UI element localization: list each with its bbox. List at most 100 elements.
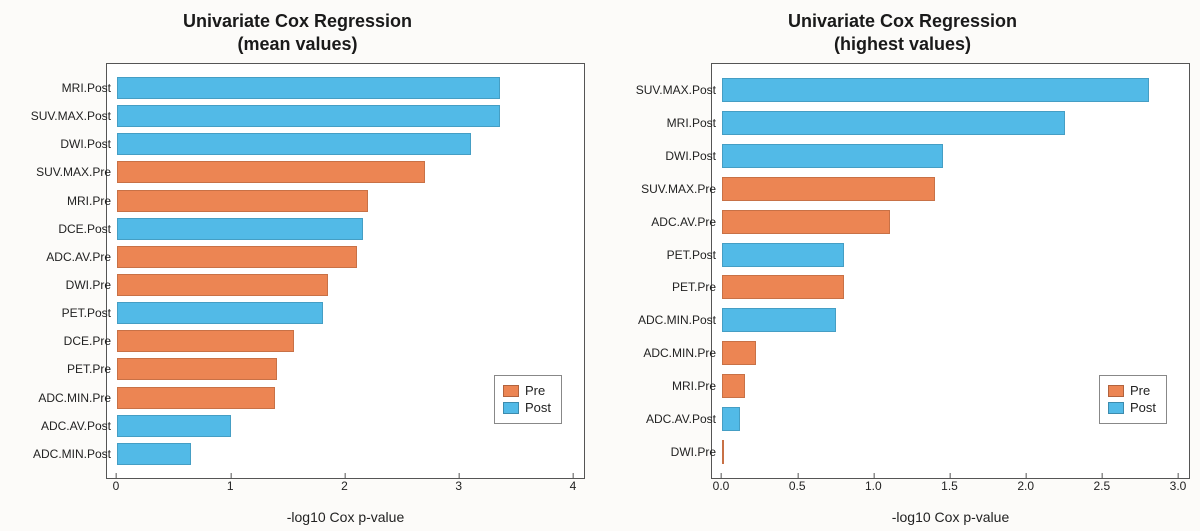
xaxis-tick: 0.0 bbox=[713, 479, 730, 493]
plot-stack: MRI.PostSUV.MAX.PostDWI.PostSUV.MAX.PreM… bbox=[106, 63, 585, 525]
bar-fill bbox=[722, 243, 844, 267]
bar-fill bbox=[722, 308, 836, 332]
bar-row: MRI.Post bbox=[117, 77, 574, 99]
plot-area: SUV.MAX.Post MRI.Post DWI.Post SUV.MAX.Pre A… bbox=[711, 63, 1190, 479]
bar-fill bbox=[722, 341, 756, 365]
bar-row: SUV.MAX.Post bbox=[722, 78, 1179, 102]
bar-row: SUV.MAX.Pre bbox=[722, 177, 1179, 201]
bar-row: DWI.Pre bbox=[117, 274, 574, 296]
bar-label: MRI.Post bbox=[667, 116, 716, 130]
legend-row-pre: Pre bbox=[503, 382, 551, 400]
bar-fill bbox=[117, 302, 323, 324]
bar-label: PET.Post bbox=[667, 248, 716, 262]
panel-highest: Univariate Cox Regression (highest value… bbox=[615, 6, 1190, 525]
plot-row: MRI.Post SUV.MAX.Post DWI.Post SUV.MAX.Pre M… bbox=[10, 63, 585, 525]
bar-label: SUV.MAX.Pre bbox=[36, 165, 111, 179]
bar-label: MRI.Post bbox=[62, 81, 111, 95]
bar-fill bbox=[117, 387, 275, 409]
bar-row: PET.Pre bbox=[722, 275, 1179, 299]
panel-mean: Univariate Cox Regression (mean values) … bbox=[10, 6, 585, 525]
xaxis-tick: 3 bbox=[455, 479, 462, 493]
bar-fill bbox=[117, 246, 357, 268]
bar-label: ADC.MIN.Post bbox=[33, 447, 111, 461]
legend-label-post: Post bbox=[525, 399, 551, 417]
panel-title: Univariate Cox Regression (mean values) bbox=[10, 6, 585, 63]
bar-label: ADC.AV.Pre bbox=[651, 215, 716, 229]
xaxis-tick: 2.5 bbox=[1093, 479, 1110, 493]
legend-row-post: Post bbox=[503, 399, 551, 417]
bar-row: DCE.Post bbox=[117, 218, 574, 240]
bar-row: SUV.MAX.Post bbox=[117, 105, 574, 127]
bar-fill bbox=[117, 161, 425, 183]
bar-fill bbox=[722, 210, 890, 234]
bar-label: DWI.Post bbox=[60, 137, 111, 151]
legend-swatch-post bbox=[1108, 402, 1124, 414]
bar-fill bbox=[117, 105, 500, 127]
xaxis-tick: 2.0 bbox=[1017, 479, 1034, 493]
bar-row: MRI.Post bbox=[722, 111, 1179, 135]
bar-label: MRI.Pre bbox=[672, 379, 716, 393]
xaxis-tick: 3.0 bbox=[1170, 479, 1187, 493]
plot-row: SUV.MAX.Post MRI.Post DWI.Post SUV.MAX.Pre A… bbox=[615, 63, 1190, 525]
bar-row: MRI.Pre bbox=[117, 190, 574, 212]
bar-fill bbox=[722, 177, 935, 201]
bar-fill bbox=[117, 415, 231, 437]
xaxis-tick: 0 bbox=[113, 479, 120, 493]
bar-row: ADC.MIN.Pre bbox=[722, 341, 1179, 365]
bar-row: DWI.Post bbox=[117, 133, 574, 155]
bar-label: ADC.AV.Post bbox=[646, 412, 716, 426]
bar-label: DWI.Pre bbox=[66, 278, 111, 292]
figure: Univariate Cox Regression (mean values) … bbox=[0, 0, 1200, 531]
bar-fill bbox=[117, 358, 277, 380]
legend-label-pre: Pre bbox=[1130, 382, 1150, 400]
legend-row-pre: Pre bbox=[1108, 382, 1156, 400]
bar-fill bbox=[117, 133, 471, 155]
xaxis-tick: 1 bbox=[227, 479, 234, 493]
bar-fill bbox=[722, 144, 943, 168]
bar-fill bbox=[117, 330, 294, 352]
plot-stack: SUV.MAX.Post MRI.Post DWI.Post SUV.MAX.Pre A… bbox=[711, 63, 1190, 525]
bar-label: SUV.MAX.Pre bbox=[641, 182, 716, 196]
bar-row: DWI.Pre bbox=[722, 440, 1179, 464]
bar-label: DCE.Pre bbox=[64, 334, 111, 348]
xaxis: 01234 bbox=[106, 479, 585, 505]
bar-fill bbox=[722, 111, 1065, 135]
legend-swatch-pre bbox=[503, 385, 519, 397]
legend-label-pre: Pre bbox=[525, 382, 545, 400]
bar-fill bbox=[722, 440, 724, 464]
xaxis: 0.00.51.01.52.02.53.0 bbox=[711, 479, 1190, 505]
legend-label-post: Post bbox=[1130, 399, 1156, 417]
xaxis-tick: 1.5 bbox=[941, 479, 958, 493]
legend-row-post: Post bbox=[1108, 399, 1156, 417]
bar-label: SUV.MAX.Post bbox=[636, 83, 716, 97]
bar-row: ADC.MIN.Post bbox=[722, 308, 1179, 332]
bar-row: ADC.AV.Pre bbox=[117, 246, 574, 268]
bar-fill bbox=[722, 78, 1149, 102]
legend-swatch-pre bbox=[1108, 385, 1124, 397]
bar-fill bbox=[117, 77, 500, 99]
bar-label: SUV.MAX.Post bbox=[31, 109, 111, 123]
bar-row: DWI.Post bbox=[722, 144, 1179, 168]
bar-label: ADC.MIN.Post bbox=[638, 313, 716, 327]
bar-fill bbox=[722, 407, 740, 431]
bar-label: ADC.AV.Post bbox=[41, 419, 111, 433]
bar-row: DCE.Pre bbox=[117, 330, 574, 352]
bar-row: PET.Post bbox=[722, 243, 1179, 267]
bar-label: DWI.Post bbox=[665, 149, 716, 163]
bar-fill bbox=[117, 190, 368, 212]
bar-fill bbox=[117, 443, 191, 465]
bar-label: PET.Post bbox=[62, 306, 111, 320]
legend: Pre Post bbox=[1099, 375, 1167, 424]
bar-fill bbox=[722, 374, 745, 398]
plot-area: MRI.PostSUV.MAX.PostDWI.PostSUV.MAX.PreM… bbox=[106, 63, 585, 479]
xaxis-tick: 0.5 bbox=[789, 479, 806, 493]
xaxis-label: -log10 Cox p-value bbox=[106, 505, 585, 525]
legend-swatch-post bbox=[503, 402, 519, 414]
bar-label: MRI.Pre bbox=[67, 194, 111, 208]
bar-label: PET.Pre bbox=[67, 362, 111, 376]
xaxis-tick: 4 bbox=[570, 479, 577, 493]
bar-row: ADC.MIN.Post bbox=[117, 443, 574, 465]
xaxis-label: -log10 Cox p-value bbox=[711, 505, 1190, 525]
legend: Pre Post bbox=[494, 375, 562, 424]
bar-fill bbox=[722, 275, 844, 299]
